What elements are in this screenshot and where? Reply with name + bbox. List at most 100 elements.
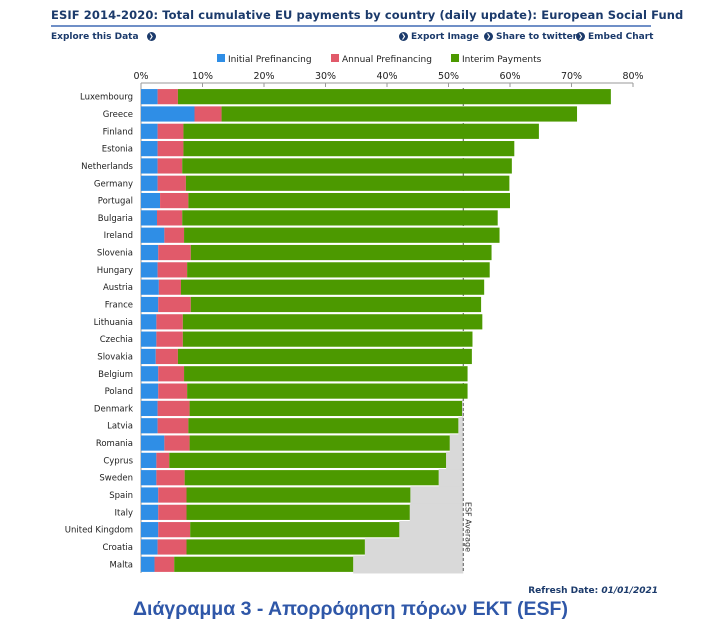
legend-label-0: Initial Prefinancing xyxy=(228,55,312,65)
bar-segment xyxy=(157,539,187,555)
bar-segment xyxy=(194,106,222,122)
embed-label: Embed Chart xyxy=(588,32,654,42)
embed-chart-link[interactable]: ❯ Embed Chart xyxy=(576,32,653,42)
refresh-date-value: 01/01/2021 xyxy=(601,586,658,596)
category-label: Czechia xyxy=(100,335,133,345)
bar-segment xyxy=(141,244,159,261)
bar-segment xyxy=(157,400,190,417)
x-tick-label: 0% xyxy=(133,71,148,82)
explore-label: Explore this Data xyxy=(51,32,139,42)
bar-segment xyxy=(141,314,157,330)
explore-link[interactable]: Explore this Data ❯ xyxy=(51,32,159,42)
export-image-link[interactable]: ❯ Export Image xyxy=(399,32,479,42)
bar-segment xyxy=(186,487,411,503)
average-gap xyxy=(446,451,464,470)
bar-segment xyxy=(141,383,159,399)
bar-segment xyxy=(157,175,186,191)
bar-segment xyxy=(141,227,165,243)
average-gap xyxy=(409,503,464,522)
bar-segment xyxy=(158,366,185,382)
bar-segment xyxy=(158,279,181,295)
bar-segment xyxy=(158,487,187,503)
bar-segment xyxy=(141,487,159,503)
bar-segment xyxy=(187,262,490,278)
bar-segment xyxy=(141,141,158,157)
average-gap xyxy=(364,538,464,557)
bar-segment xyxy=(157,141,184,157)
category-label: Hungary xyxy=(97,266,133,276)
bar-segment xyxy=(141,556,155,572)
bar-segment xyxy=(141,504,159,520)
average-gap xyxy=(458,417,464,435)
category-label: Netherlands xyxy=(81,162,133,172)
bar-segment xyxy=(186,539,365,555)
bar-segment xyxy=(190,296,482,313)
category-label: Spain xyxy=(109,491,133,501)
bar-segment xyxy=(186,504,410,520)
x-tick-label: 30% xyxy=(315,71,336,82)
x-tick-label: 70% xyxy=(561,71,582,82)
legend-swatch-1 xyxy=(331,54,339,62)
title-divider xyxy=(51,25,651,27)
bar-segment xyxy=(141,158,158,174)
bar-segment xyxy=(158,383,188,399)
bar-segment xyxy=(158,296,191,313)
bar-segment xyxy=(141,210,157,226)
category-label: Cyprus xyxy=(103,456,133,466)
category-label: Romania xyxy=(96,439,133,449)
bar-segment xyxy=(185,175,510,191)
embed-icon: ❯ xyxy=(576,32,585,41)
bar-segment xyxy=(164,227,185,243)
category-label: Denmark xyxy=(94,404,133,414)
bar-segment xyxy=(182,210,498,226)
category-label: Slovenia xyxy=(97,249,133,259)
category-label: Bulgaria xyxy=(98,214,133,224)
share-twitter-link[interactable]: ❯ Share to twitter xyxy=(484,32,577,42)
legend-label-1: Annual Prefinancing xyxy=(342,55,432,65)
category-label: France xyxy=(105,301,133,311)
average-gap xyxy=(353,555,464,574)
category-label: Ireland xyxy=(104,231,133,241)
category-label: Lithuania xyxy=(94,318,133,328)
bar-segment xyxy=(188,192,511,209)
bar-segment xyxy=(182,314,483,330)
category-label: Finland xyxy=(103,127,133,137)
bar-segment xyxy=(169,452,447,468)
category-label: Luxembourg xyxy=(80,93,133,103)
export-icon: ❯ xyxy=(399,32,408,41)
export-label: Export Image xyxy=(411,32,479,42)
x-tick-label: 60% xyxy=(499,71,520,82)
average-gap xyxy=(462,399,464,418)
share-icon: ❯ xyxy=(484,32,493,41)
bar-segment xyxy=(183,141,515,157)
bar-segment xyxy=(141,192,161,209)
bar-segment xyxy=(154,556,175,572)
chevron-right-icon: ❯ xyxy=(146,32,156,41)
bar-segment xyxy=(156,331,183,347)
bar-segment xyxy=(141,400,158,417)
bar-segment xyxy=(141,262,158,278)
bar-segment xyxy=(157,418,189,434)
bar-segment xyxy=(183,123,539,139)
bar-segment xyxy=(174,556,354,572)
bar-segment xyxy=(182,158,512,174)
bar-segment xyxy=(141,366,159,382)
average-gap xyxy=(399,521,464,539)
bar-chart: Initial Prefinancing Annual Prefinancing I… xyxy=(65,54,644,574)
bar-segment xyxy=(141,175,158,191)
bar-segment xyxy=(141,106,195,122)
category-label: Croatia xyxy=(102,543,133,553)
bar-segment xyxy=(182,331,473,347)
average-gap xyxy=(410,486,464,505)
bar-segment xyxy=(221,106,578,122)
bar-segment xyxy=(157,89,178,105)
bar-segment xyxy=(141,348,156,365)
bar-segment xyxy=(190,244,492,261)
bar-segment xyxy=(141,539,158,555)
average-gap xyxy=(449,434,464,453)
category-label: Latvia xyxy=(107,422,133,432)
bars xyxy=(141,89,611,572)
bar-segment xyxy=(180,279,485,295)
bar-segment xyxy=(177,348,472,365)
x-tick-label: 10% xyxy=(192,71,213,82)
